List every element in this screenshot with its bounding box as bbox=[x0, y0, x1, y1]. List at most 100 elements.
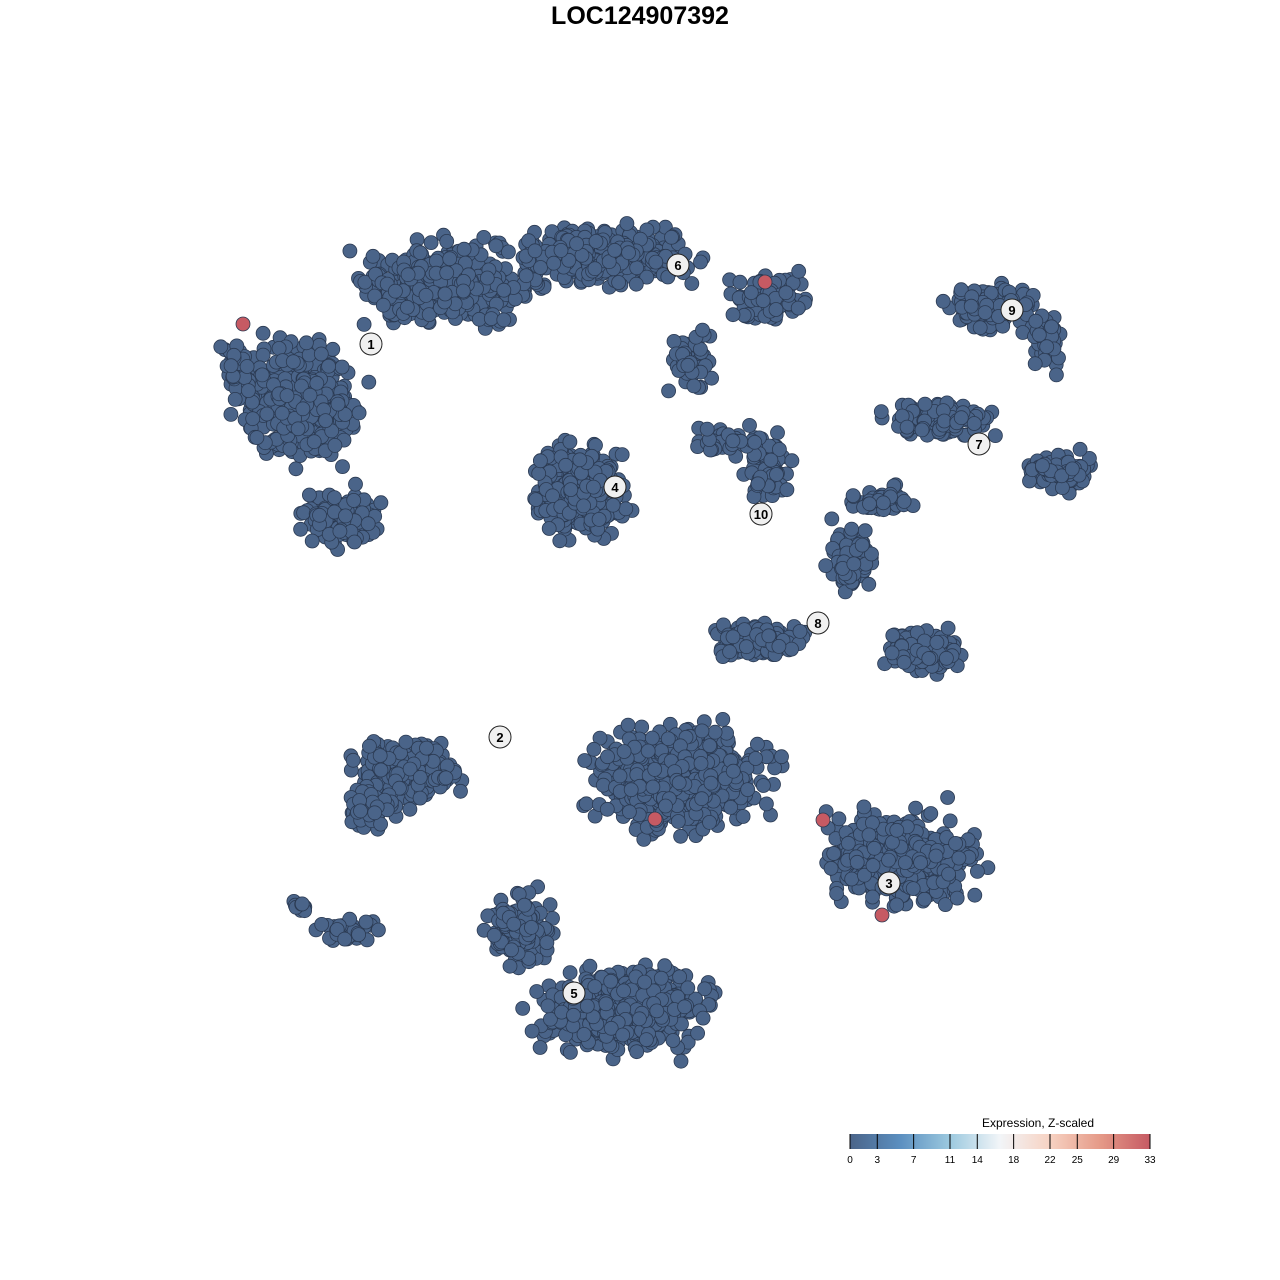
cell-point bbox=[935, 293, 951, 309]
cell-point bbox=[437, 286, 453, 302]
cell-point bbox=[309, 375, 325, 391]
cell-point bbox=[412, 790, 428, 806]
cell-point bbox=[282, 441, 298, 457]
cell-point bbox=[963, 298, 979, 314]
cell-point bbox=[875, 495, 891, 511]
cell-point bbox=[595, 777, 611, 793]
cell-point bbox=[881, 852, 896, 868]
cell-point bbox=[254, 367, 270, 383]
cell-point bbox=[456, 241, 472, 257]
cell-point bbox=[245, 411, 261, 427]
cell-point bbox=[553, 242, 569, 258]
cell-point bbox=[527, 243, 543, 259]
cell-point bbox=[914, 422, 930, 438]
cell-point bbox=[620, 717, 636, 733]
cell-point bbox=[518, 268, 534, 284]
cell-point bbox=[361, 738, 377, 754]
cell-point bbox=[361, 374, 377, 390]
cell-point bbox=[722, 644, 737, 660]
points-layer bbox=[213, 216, 1098, 1069]
cell-point bbox=[818, 558, 834, 573]
cell-point bbox=[660, 731, 676, 747]
cell-point bbox=[532, 1040, 548, 1055]
cell-point bbox=[562, 965, 578, 980]
cell-point bbox=[857, 523, 873, 539]
cell-point bbox=[942, 813, 958, 829]
cell-point bbox=[587, 261, 603, 277]
cell-point bbox=[288, 461, 304, 477]
cell-point bbox=[332, 523, 348, 539]
cell-point bbox=[1044, 319, 1059, 335]
cell-point bbox=[290, 421, 306, 437]
cell-point bbox=[479, 270, 495, 286]
cell-point bbox=[313, 346, 329, 362]
cell-point bbox=[949, 890, 965, 906]
cell-point bbox=[725, 433, 741, 449]
cell-point bbox=[779, 482, 795, 498]
cell-point bbox=[496, 282, 512, 298]
cell-point bbox=[862, 496, 877, 512]
cell-point bbox=[873, 404, 889, 420]
cell-point bbox=[790, 300, 806, 316]
cell-point bbox=[823, 860, 839, 876]
cell-point bbox=[353, 803, 368, 819]
cell-point bbox=[784, 453, 800, 469]
cell-point bbox=[572, 452, 588, 468]
cell-point bbox=[750, 476, 766, 492]
cell-point bbox=[347, 534, 362, 550]
cell-point bbox=[756, 778, 771, 793]
cell-point bbox=[739, 639, 754, 655]
cell-point bbox=[621, 245, 636, 261]
cell-point bbox=[455, 283, 471, 299]
cell-point bbox=[588, 233, 604, 249]
cell-point bbox=[255, 325, 271, 341]
cell-point bbox=[723, 800, 739, 815]
cell-point bbox=[541, 521, 557, 536]
cell-point bbox=[846, 556, 862, 572]
cell-point bbox=[342, 243, 358, 259]
cell-point bbox=[699, 421, 715, 437]
cell-point bbox=[844, 521, 859, 537]
cell-point bbox=[578, 796, 594, 812]
cell-point bbox=[367, 805, 383, 821]
cell-point bbox=[318, 413, 334, 429]
cell-point bbox=[293, 521, 309, 537]
cell-point bbox=[227, 391, 243, 407]
cell-point bbox=[412, 770, 428, 785]
cell-point bbox=[1064, 461, 1080, 477]
cell-point bbox=[298, 335, 314, 351]
cell-point bbox=[306, 434, 322, 450]
cell-point bbox=[373, 495, 389, 511]
cell-point bbox=[849, 854, 865, 870]
cell-point bbox=[941, 866, 956, 882]
cell-point bbox=[740, 782, 756, 797]
cell-point bbox=[453, 783, 468, 799]
cell-point bbox=[442, 251, 458, 267]
cell-point bbox=[285, 354, 301, 370]
cell-point bbox=[658, 798, 673, 814]
cell-point bbox=[586, 479, 601, 495]
cell-point bbox=[670, 814, 686, 829]
cell-point bbox=[693, 756, 709, 771]
cell-point bbox=[240, 383, 256, 399]
cell-point bbox=[770, 425, 785, 441]
cell-point bbox=[402, 801, 418, 817]
cell-point bbox=[622, 804, 637, 820]
cell-point bbox=[917, 396, 933, 412]
cell-point bbox=[845, 488, 861, 504]
cell-point bbox=[923, 806, 939, 821]
cell-point bbox=[831, 811, 847, 827]
cell-point bbox=[897, 855, 913, 870]
cell-point bbox=[921, 651, 937, 666]
cell-point bbox=[647, 762, 663, 777]
cell-point bbox=[725, 629, 741, 645]
cell-point bbox=[418, 287, 434, 303]
cell-point bbox=[673, 1053, 689, 1069]
cell-point bbox=[707, 724, 723, 740]
cell-point bbox=[889, 897, 905, 913]
cell-point bbox=[271, 340, 287, 356]
cell-point bbox=[725, 307, 741, 323]
cell-point bbox=[742, 417, 757, 433]
cell-point bbox=[977, 305, 993, 321]
